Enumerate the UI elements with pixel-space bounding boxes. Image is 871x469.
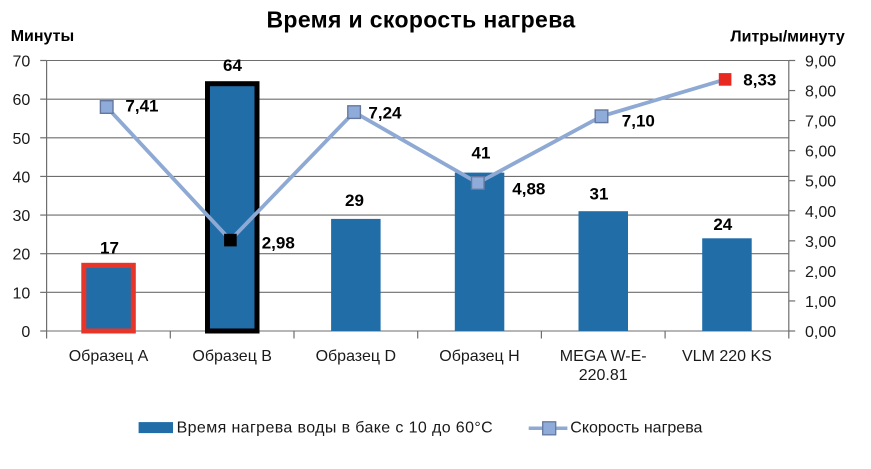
svg-text:24: 24 [713, 215, 732, 234]
svg-text:Скорость нагрева: Скорость нагрева [570, 420, 702, 437]
svg-text:220.81: 220.81 [579, 367, 628, 384]
svg-text:Время и скорость нагрева: Время и скорость нагрева [266, 6, 575, 32]
svg-text:64: 64 [223, 56, 242, 75]
svg-text:31: 31 [590, 185, 609, 204]
svg-text:60: 60 [13, 92, 31, 109]
svg-text:7,10: 7,10 [622, 112, 655, 131]
svg-text:4,00: 4,00 [805, 204, 836, 221]
svg-text:6,00: 6,00 [805, 144, 836, 161]
svg-text:9,00: 9,00 [805, 54, 836, 71]
svg-text:10: 10 [13, 285, 31, 302]
svg-text:Образец B: Образец B [192, 348, 272, 365]
svg-text:50: 50 [13, 131, 31, 148]
svg-text:40: 40 [13, 169, 31, 186]
svg-text:17: 17 [100, 239, 119, 258]
svg-text:Образец D: Образец D [316, 348, 396, 365]
svg-text:8,00: 8,00 [805, 84, 836, 101]
svg-text:41: 41 [472, 144, 491, 163]
svg-text:Образец H: Образец H [439, 348, 519, 365]
svg-text:Образец A: Образец A [69, 348, 149, 365]
svg-text:3,00: 3,00 [805, 234, 836, 251]
svg-text:VLM 220 KS: VLM 220 KS [682, 348, 772, 365]
svg-text:70: 70 [13, 54, 31, 71]
svg-text:Время нагрева воды в баке с 10: Время нагрева воды в баке с 10 до 60°С [177, 420, 493, 437]
svg-text:7,24: 7,24 [368, 104, 402, 123]
svg-text:MEGA W-E-: MEGA W-E- [560, 348, 647, 365]
svg-text:2,98: 2,98 [262, 234, 295, 253]
svg-text:Минуты: Минуты [11, 28, 74, 45]
svg-text:0,00: 0,00 [805, 324, 836, 341]
svg-text:29: 29 [345, 191, 364, 210]
svg-text:1,00: 1,00 [805, 294, 836, 311]
svg-text:Литры/минуту: Литры/минуту [730, 29, 844, 46]
svg-text:7,00: 7,00 [805, 114, 836, 131]
svg-text:30: 30 [13, 208, 31, 225]
svg-text:8,33: 8,33 [743, 71, 776, 90]
svg-text:5,00: 5,00 [805, 174, 836, 191]
svg-text:7,41: 7,41 [125, 96, 158, 115]
svg-text:0: 0 [21, 324, 30, 341]
svg-text:2,00: 2,00 [805, 264, 836, 281]
svg-text:20: 20 [13, 247, 31, 264]
svg-text:4,88: 4,88 [512, 180, 545, 199]
